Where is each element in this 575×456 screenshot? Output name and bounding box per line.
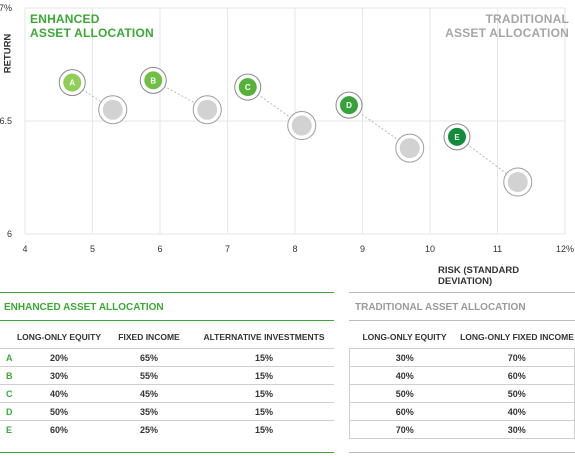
table-row: E 60% 25% 15% bbox=[0, 420, 334, 438]
y-tick-label: 6.5 bbox=[0, 116, 12, 126]
row-label: A bbox=[0, 348, 14, 367]
enhanced-table-title: ENHANCED ASSET ALLOCATION bbox=[4, 302, 164, 313]
table-cell: 55% bbox=[104, 366, 194, 385]
table-row: 60% 40% bbox=[349, 402, 575, 421]
table-cell: 35% bbox=[104, 402, 194, 421]
legend-traditional-line1: TRADITIONAL bbox=[485, 12, 569, 26]
table-cell: 70% bbox=[349, 420, 460, 439]
table-cell: 60% bbox=[459, 366, 575, 385]
x-tick-label: 12% bbox=[556, 244, 574, 254]
table-cell: 50% bbox=[14, 402, 104, 421]
table-cell: 15% bbox=[194, 348, 334, 367]
table-row: 30% 70% bbox=[349, 348, 575, 367]
table-cell: 40% bbox=[349, 366, 460, 385]
x-tick-label: 8 bbox=[292, 244, 297, 254]
table-cell: 30% bbox=[459, 420, 575, 439]
x-tick-label: 10 bbox=[425, 244, 435, 254]
row-label: C bbox=[0, 384, 14, 403]
table-cell: 20% bbox=[14, 348, 104, 367]
table-row: 70% 30% bbox=[349, 420, 575, 439]
traditional-table-title: TRADITIONAL ASSET ALLOCATION bbox=[355, 302, 526, 313]
connector-line bbox=[247, 86, 303, 126]
enhanced-point-label: E bbox=[454, 133, 460, 142]
table-cell: 70% bbox=[459, 348, 575, 367]
x-tick-label: 5 bbox=[90, 244, 95, 254]
x-tick-label: 11 bbox=[493, 244, 502, 254]
x-tick-label: 6 bbox=[157, 244, 162, 254]
table-row: A 20% 65% 15% bbox=[0, 348, 334, 367]
y-tick-label: 6 bbox=[7, 229, 12, 239]
legend-enhanced: ENHANCED ASSET ALLOCATION bbox=[30, 12, 154, 40]
enhanced-point bbox=[448, 127, 466, 146]
table-header-cell: LONG-ONLY EQUITY bbox=[16, 332, 102, 342]
table-header-cell: FIXED INCOME bbox=[118, 332, 180, 342]
x-tick-label: 7 bbox=[225, 244, 230, 254]
table-row: D 50% 35% 15% bbox=[0, 402, 334, 421]
traditional-point bbox=[399, 138, 420, 159]
enhanced-point-label: D bbox=[346, 101, 352, 110]
table-header-row: LONG-ONLY EQUITY LONG-ONLY FIXED INCOME bbox=[350, 326, 575, 349]
table-cell: 15% bbox=[194, 420, 334, 438]
enhanced-point bbox=[144, 71, 163, 90]
row-label: B bbox=[0, 366, 14, 385]
table-cell: 30% bbox=[14, 366, 104, 385]
table-cell: 60% bbox=[14, 420, 104, 438]
enhanced-point bbox=[238, 78, 257, 97]
enhanced-table-rule-mid bbox=[0, 320, 334, 321]
table-cell: 30% bbox=[349, 348, 460, 367]
y-axis-label: RETURN bbox=[2, 33, 14, 74]
traditional-point bbox=[197, 99, 218, 120]
enhanced-point bbox=[63, 73, 82, 92]
table-header-cell: ALTERNATIVE INVESTMENTS bbox=[203, 332, 325, 342]
legend-enhanced-line2: ASSET ALLOCATION bbox=[30, 26, 154, 40]
table-header-cell bbox=[0, 326, 14, 349]
traditional-point bbox=[507, 172, 528, 193]
risk-return-chart: 4 5 6 7 8 9 10 11 12% 6 6.5 7% A B C D E bbox=[0, 3, 574, 254]
row-label: D bbox=[0, 402, 14, 421]
table-header-row: LONG-ONLY EQUITY FIXED INCOME ALTERNATIV… bbox=[0, 326, 334, 349]
table-cell: 65% bbox=[104, 348, 194, 367]
enhanced-point-label: A bbox=[69, 79, 75, 88]
enhanced-point bbox=[340, 96, 358, 115]
table-cell: 15% bbox=[194, 366, 334, 385]
x-tick-label: 9 bbox=[360, 244, 365, 254]
table-cell: 50% bbox=[459, 384, 575, 403]
table-cell: 60% bbox=[349, 402, 460, 421]
table-row: B 30% 55% 15% bbox=[0, 366, 334, 385]
y-tick-label: 7% bbox=[0, 3, 12, 13]
table-row: C 40% 45% 15% bbox=[0, 384, 334, 403]
legend-traditional-line2: ASSET ALLOCATION bbox=[445, 26, 569, 40]
legend-enhanced-line1: ENHANCED bbox=[30, 12, 100, 26]
table-cell: 45% bbox=[104, 384, 194, 403]
traditional-point bbox=[102, 99, 123, 120]
enhanced-allocation-table: LONG-ONLY EQUITY FIXED INCOME ALTERNATIV… bbox=[0, 326, 334, 438]
enhanced-table-rule bbox=[0, 292, 334, 293]
table-cell: 15% bbox=[194, 402, 334, 421]
table-header-cell: LONG-ONLY EQUITY bbox=[362, 332, 447, 342]
legend-traditional: TRADITIONAL ASSET ALLOCATION bbox=[445, 12, 569, 40]
traditional-table-rule bbox=[349, 292, 575, 293]
table-header-cell: LONG-ONLY FIXED INCOME bbox=[460, 332, 574, 342]
table-cell: 40% bbox=[14, 384, 104, 403]
x-axis-label: RISK (STANDARD DEVIATION) bbox=[438, 265, 520, 287]
traditional-point bbox=[291, 115, 312, 136]
table-row: 40% 60% bbox=[349, 366, 575, 385]
traditional-table-rule-mid bbox=[349, 320, 575, 321]
table-cell: 25% bbox=[104, 420, 194, 438]
table-cell: 40% bbox=[459, 402, 575, 421]
enhanced-point-label: C bbox=[245, 83, 251, 92]
table-cell: 15% bbox=[194, 384, 334, 403]
traditional-allocation-table: LONG-ONLY EQUITY LONG-ONLY FIXED INCOME … bbox=[349, 326, 575, 439]
enhanced-table-rule-bottom bbox=[0, 452, 334, 453]
table-cell: 50% bbox=[349, 384, 460, 403]
x-tick-label: 4 bbox=[22, 244, 27, 254]
traditional-table-rule-bottom bbox=[349, 452, 575, 453]
enhanced-point-label: B bbox=[150, 76, 156, 85]
row-label: E bbox=[0, 420, 14, 438]
table-row: 50% 50% bbox=[349, 384, 575, 403]
